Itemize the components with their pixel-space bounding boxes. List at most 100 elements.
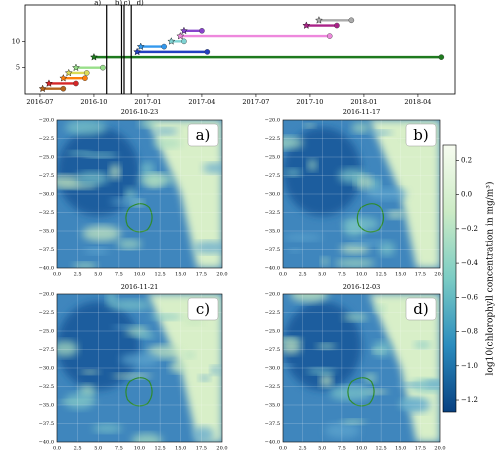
- track-end: [181, 38, 187, 45]
- y-tick-label: −30.0: [265, 192, 280, 198]
- colorbar-label: log10(chlorophyll concentration in mg/m³…: [485, 182, 496, 376]
- bloom-filament: [138, 173, 175, 186]
- dark-patch: [283, 127, 362, 217]
- x-tick-label: 15.0: [395, 272, 406, 278]
- track-start: [133, 47, 142, 56]
- bloom-filament: [82, 225, 122, 242]
- date-marker-label: a): [94, 0, 101, 7]
- x-tick-label: 15.0: [175, 272, 186, 278]
- bloom-filament: [64, 393, 94, 409]
- eddy-contour: [125, 203, 153, 233]
- bloom-filament: [364, 373, 377, 383]
- bloom-filament: [366, 187, 408, 200]
- bloom-filament: [83, 247, 109, 255]
- bloom-filament: [192, 241, 222, 254]
- x-tick-label: 17.5: [415, 272, 426, 278]
- bloom-filament: [335, 258, 375, 268]
- bloom-filament: [307, 159, 317, 171]
- y-tick-label: −32.5: [265, 384, 280, 390]
- y-tick-label: −32.5: [39, 210, 54, 216]
- y-tick-label: −25.0: [39, 155, 54, 161]
- bloom-filament: [110, 197, 143, 206]
- x-tick-label: 20.0: [216, 446, 227, 452]
- bloom-filament: [372, 341, 392, 357]
- bloom-filament: [65, 120, 107, 136]
- colorbar-tick-label: −1.0: [461, 362, 478, 370]
- coastal-band: [147, 120, 222, 268]
- colorbar-tick-label: −0.2: [461, 225, 478, 233]
- track-end: [73, 80, 79, 87]
- y-tick-label: 10: [12, 37, 20, 45]
- bloom-filament: [147, 345, 183, 359]
- bloom-filament: [320, 257, 330, 266]
- track-end: [326, 33, 333, 39]
- panel-frame: [56, 293, 223, 443]
- x-tick-label: 0.0: [279, 446, 287, 452]
- track-end: [334, 22, 340, 29]
- track-start: [180, 26, 188, 35]
- track-start: [136, 42, 145, 50]
- x-tick-label: 12.5: [376, 446, 387, 452]
- panel-label-box: [187, 123, 219, 147]
- bloom-filament: [140, 162, 155, 176]
- y-tick-label: −27.5: [39, 347, 54, 353]
- track-start: [167, 37, 176, 45]
- track-end: [100, 64, 106, 71]
- y-tick-label: −40.0: [265, 266, 280, 272]
- y-tick-label: −25.0: [39, 329, 54, 335]
- x-tick-label: 5.0: [318, 272, 326, 278]
- x-tick-label: 15.0: [395, 446, 406, 452]
- bloom-filament: [112, 324, 135, 330]
- y-tick-label: −37.5: [265, 247, 280, 253]
- track-start: [64, 68, 73, 77]
- y-tick-label: −37.5: [265, 421, 280, 427]
- x-tick-label: 2.5: [299, 272, 307, 278]
- x-tick-label: 17.5: [196, 272, 207, 278]
- bloom-filament: [329, 385, 373, 401]
- track-start: [72, 63, 80, 72]
- panel-label: b): [413, 126, 428, 144]
- x-tick-label: 7.5: [115, 446, 123, 452]
- bloom-filament: [304, 123, 315, 128]
- x-tick-label: 2018-01: [350, 98, 377, 106]
- x-tick-label: 20.0: [434, 446, 445, 452]
- y-tick-label: −25.0: [265, 155, 280, 161]
- x-tick-label: 10.0: [134, 272, 145, 278]
- panel-label-box: [187, 297, 219, 321]
- bloom-filament: [351, 122, 370, 133]
- track-end: [60, 85, 67, 92]
- bloom-filament: [289, 247, 301, 253]
- x-tick-label: 7.5: [115, 272, 123, 278]
- y-tick-label: −30.0: [39, 192, 54, 198]
- y-tick-label: −27.5: [265, 173, 280, 179]
- panel-label: a): [196, 126, 211, 144]
- date-marker-label: d): [137, 0, 144, 7]
- x-tick-label: 2017-04: [188, 98, 215, 106]
- bloom-filament: [340, 244, 370, 254]
- track-end: [204, 49, 211, 55]
- bloom-filament: [80, 369, 100, 375]
- colorbar-tick-label: −0.8: [461, 328, 478, 336]
- bloom-filament: [290, 294, 329, 303]
- colorbar-tick-label: −1.2: [461, 396, 478, 404]
- panel-frame: [56, 119, 223, 269]
- x-tick-label: 2017-07: [242, 98, 269, 106]
- y-tick-label: −22.5: [265, 136, 280, 142]
- bloom-filament: [320, 374, 333, 387]
- track-start: [90, 53, 98, 61]
- colorbar: [442, 144, 457, 413]
- panel-title: 2016-11-21: [121, 283, 158, 291]
- panel-title: 2016-11-17: [343, 108, 380, 116]
- bloom-filament: [109, 164, 121, 180]
- x-tick-label: 5.0: [94, 272, 102, 278]
- bloom-filament: [378, 241, 395, 256]
- panel-label: d): [413, 300, 428, 318]
- bloom-filament: [210, 365, 220, 375]
- bloom-filament: [283, 136, 304, 150]
- y-tick-label: −35.0: [265, 229, 280, 235]
- bloom-filament: [135, 331, 156, 339]
- bloom-filament: [283, 364, 296, 369]
- bloom-filament: [106, 294, 117, 305]
- y-tick-label: −37.5: [39, 247, 54, 253]
- panel-label: c): [196, 300, 210, 318]
